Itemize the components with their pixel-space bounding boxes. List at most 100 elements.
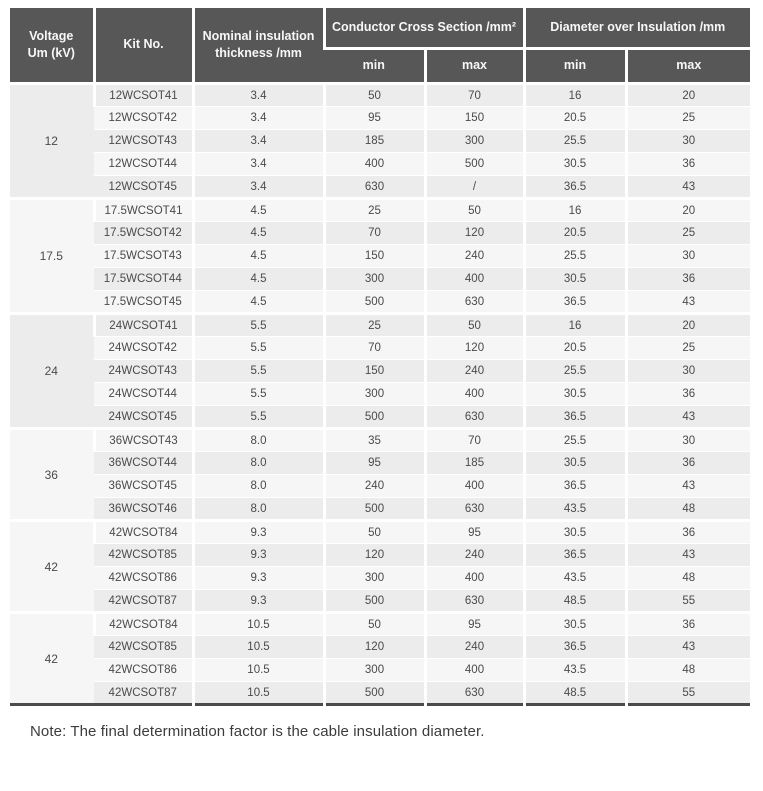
header-row-main: Voltage Um (kV) Kit No. Nominal insulati…	[10, 8, 751, 83]
table-row: 12WCSOT44 3.4 400 500 30.5 36	[10, 151, 751, 175]
dia-min-cell: 36.5	[522, 174, 627, 198]
ccs-max-cell: 630	[423, 588, 525, 612]
thickness-cell: 10.5	[191, 657, 324, 681]
voltage-cell: 42	[10, 610, 94, 704]
ccs-max-cell: 50	[423, 196, 525, 221]
thickness-cell: 8.0	[191, 496, 324, 520]
thickness-cell: 5.5	[191, 335, 324, 359]
thickness-cell: 3.4	[191, 174, 324, 198]
ccs-min-cell: 120	[322, 542, 425, 566]
voltage-group: 36 36WCSOT43 8.0 35 70 25.5 30 36WCSOT44 8.0 95 18…	[10, 426, 751, 520]
table-row: 42 42WCSOT84 9.3 50 95 30.5 36	[10, 518, 751, 612]
ccs-min-cell: 400	[322, 151, 425, 175]
ccs-min-cell: 25	[322, 311, 425, 336]
voltage-cell: 36	[10, 426, 94, 520]
dia-max-cell: 36	[624, 151, 751, 175]
table-row: 24WCSOT42 5.5 70 120 20.5 25	[10, 335, 751, 359]
kit-no-cell: 36WCSOT46	[94, 496, 193, 520]
dia-min-cell: 16	[522, 311, 627, 336]
ccs-min-cell: 500	[322, 680, 425, 704]
col-subheader-ccs-min: min	[324, 46, 425, 83]
ccs-max-cell: 50	[423, 311, 525, 336]
thickness-cell: 5.5	[191, 381, 324, 405]
dia-min-cell: 16	[522, 81, 627, 106]
dia-min-cell: 36.5	[522, 542, 627, 566]
thickness-cell: 4.5	[191, 289, 324, 313]
dia-max-cell: 25	[624, 335, 751, 359]
ccs-max-cell: /	[423, 174, 525, 198]
kit-no-cell: 17.5WCSOT41	[92, 196, 193, 221]
ccs-min-cell: 300	[322, 657, 425, 681]
ccs-max-cell: 400	[423, 473, 525, 497]
dia-max-cell: 36	[624, 381, 751, 405]
thickness-cell: 3.4	[191, 151, 324, 175]
dia-min-cell: 30.5	[522, 151, 627, 175]
kit-no-cell: 36WCSOT44	[94, 450, 193, 474]
ccs-min-cell: 240	[322, 473, 425, 497]
dia-min-cell: 20.5	[522, 220, 627, 244]
dia-min-cell: 16	[522, 196, 627, 221]
dia-max-cell: 43	[624, 404, 751, 428]
kit-no-cell: 24WCSOT45	[94, 404, 193, 428]
ccs-min-cell: 150	[322, 243, 425, 267]
kit-no-cell: 42WCSOT85	[94, 542, 193, 566]
dia-max-cell: 43	[624, 174, 751, 198]
ccs-max-cell: 400	[423, 657, 525, 681]
thickness-cell: 5.5	[191, 358, 324, 382]
table-row: 12WCSOT43 3.4 185 300 25.5 30	[10, 128, 751, 152]
ccs-min-cell: 500	[322, 289, 425, 313]
table-row: 42WCSOT87 9.3 500 630 48.5 55	[10, 588, 751, 612]
thickness-cell: 3.4	[191, 105, 324, 129]
table-row: 36WCSOT44 8.0 95 185 30.5 36	[10, 450, 751, 474]
col-subheader-dia-min: min	[522, 46, 627, 83]
thickness-cell: 10.5	[191, 610, 324, 635]
kit-no-cell: 17.5WCSOT44	[94, 266, 193, 290]
dia-min-cell: 36.5	[522, 404, 627, 428]
table-row: 42WCSOT87 10.5 500 630 48.5 55	[10, 680, 751, 704]
dia-min-cell: 48.5	[522, 588, 627, 612]
voltage-cell: 12	[10, 81, 94, 198]
kit-no-cell: 12WCSOT41	[92, 81, 193, 106]
voltage-group: 12 12WCSOT41 3.4 50 70 16 20 12WCSOT42 3.4 95 150 2…	[10, 81, 751, 198]
ccs-min-cell: 70	[322, 220, 425, 244]
dia-max-cell: 48	[624, 657, 751, 681]
thickness-cell: 9.3	[191, 542, 324, 566]
ccs-min-cell: 300	[322, 266, 425, 290]
ccs-min-cell: 50	[322, 518, 425, 543]
insulation-kit-table: Voltage Um (kV) Kit No. Nominal insulati…	[10, 8, 751, 706]
ccs-min-cell: 35	[322, 426, 425, 451]
ccs-min-cell: 150	[322, 358, 425, 382]
thickness-cell: 5.5	[191, 311, 324, 336]
kit-no-cell: 42WCSOT87	[94, 588, 193, 612]
dia-min-cell: 43.5	[522, 565, 627, 589]
table-row: 24WCSOT44 5.5 300 400 30.5 36	[10, 381, 751, 405]
ccs-max-cell: 95	[423, 610, 525, 635]
voltage-group: 24 24WCSOT41 5.5 25 50 16 20 24WCSOT42 5.5 70 120 2…	[10, 311, 751, 428]
thickness-cell: 8.0	[191, 426, 324, 451]
col-subheader-dia-max: max	[624, 46, 751, 83]
dia-max-cell: 25	[624, 105, 751, 129]
kit-no-cell: 24WCSOT43	[94, 358, 193, 382]
voltage-group: 42 42WCSOT84 9.3 50 95 30.5 36 42WCSOT85 9.3 120 2…	[10, 518, 751, 612]
dia-min-cell: 20.5	[522, 105, 627, 129]
dia-max-cell: 43	[624, 473, 751, 497]
dia-min-cell: 48.5	[522, 680, 627, 704]
thickness-cell: 10.5	[191, 680, 324, 704]
ccs-max-cell: 630	[423, 680, 525, 704]
dia-max-cell: 36	[624, 450, 751, 474]
thickness-cell: 4.5	[191, 243, 324, 267]
dia-min-cell: 20.5	[522, 335, 627, 359]
ccs-max-cell: 400	[423, 565, 525, 589]
ccs-min-cell: 120	[322, 634, 425, 658]
dia-max-cell: 20	[624, 311, 751, 336]
kit-no-cell: 17.5WCSOT43	[94, 243, 193, 267]
table-header: Voltage Um (kV) Kit No. Nominal insulati…	[10, 8, 751, 83]
ccs-min-cell: 70	[322, 335, 425, 359]
dia-max-cell: 55	[624, 588, 751, 612]
dia-min-cell: 30.5	[522, 518, 627, 543]
dia-min-cell: 43.5	[522, 657, 627, 681]
thickness-cell: 8.0	[191, 450, 324, 474]
dia-max-cell: 43	[624, 542, 751, 566]
ccs-max-cell: 630	[423, 289, 525, 313]
ccs-max-cell: 240	[423, 634, 525, 658]
